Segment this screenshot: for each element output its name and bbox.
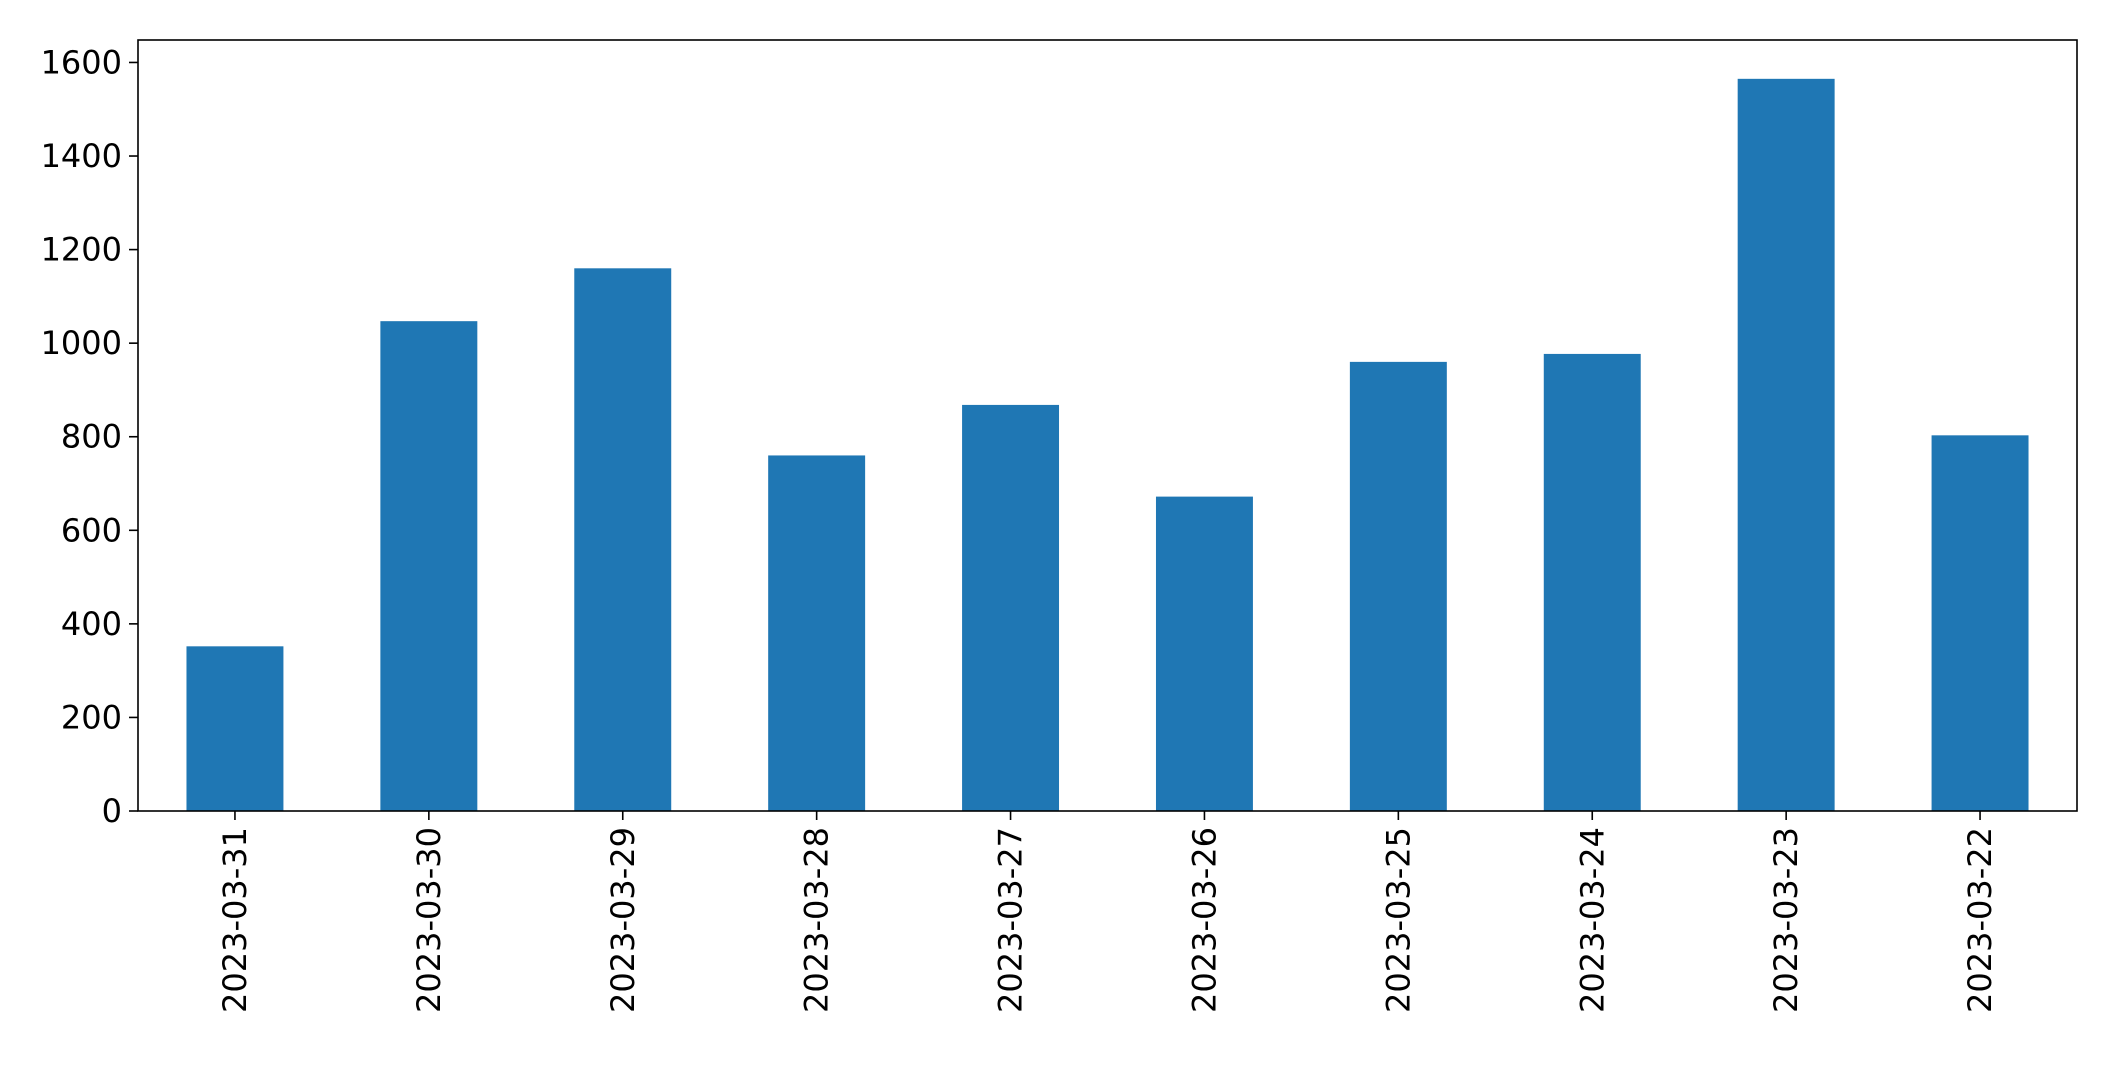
x-tick-label: 2023-03-24 <box>1573 827 1611 1013</box>
y-tick-label: 200 <box>61 698 122 736</box>
y-tick-label: 1000 <box>41 324 122 362</box>
x-tick-label: 2023-03-28 <box>798 827 836 1013</box>
y-tick-label: 1200 <box>41 231 122 269</box>
x-tick-label: 2023-03-23 <box>1767 827 1805 1013</box>
plot-area-frame <box>137 39 2078 812</box>
bar-2023-03-30 <box>380 321 478 811</box>
bar-2023-03-31 <box>186 646 284 811</box>
bar-2023-03-28 <box>768 455 866 811</box>
y-axis: 0 200 400 600 800 1000 1200 1400 1600 <box>41 43 138 830</box>
x-tick-label: 2023-03-27 <box>992 827 1030 1013</box>
bar-2023-03-27 <box>962 404 1060 811</box>
x-tick-label: 2023-03-22 <box>1961 827 1999 1013</box>
x-axis: 2023-03-31 2023-03-30 2023-03-29 2023-03-28… <box>216 811 1999 1013</box>
bar-2023-03-24 <box>1543 353 1641 811</box>
y-tick-label: 1400 <box>41 137 122 175</box>
bar-2023-03-25 <box>1349 361 1447 811</box>
bar-2023-03-23 <box>1737 78 1835 812</box>
y-tick-label: 400 <box>61 605 122 643</box>
y-tick-label: 0 <box>102 792 122 830</box>
bars-layer <box>186 78 2029 812</box>
x-tick-label: 2023-03-31 <box>216 827 254 1013</box>
x-tick-label: 2023-03-26 <box>1185 827 1223 1013</box>
bar-2023-03-29 <box>574 268 672 812</box>
y-tick-label: 600 <box>61 511 122 549</box>
x-tick-label: 2023-03-25 <box>1379 827 1417 1013</box>
bar-2023-03-22 <box>1931 435 2029 811</box>
x-tick-label: 2023-03-30 <box>410 827 448 1013</box>
y-tick-label: 800 <box>61 418 122 456</box>
bar-2023-03-26 <box>1155 496 1253 811</box>
y-tick-label: 1600 <box>41 43 122 81</box>
x-tick-label: 2023-03-29 <box>604 827 642 1013</box>
